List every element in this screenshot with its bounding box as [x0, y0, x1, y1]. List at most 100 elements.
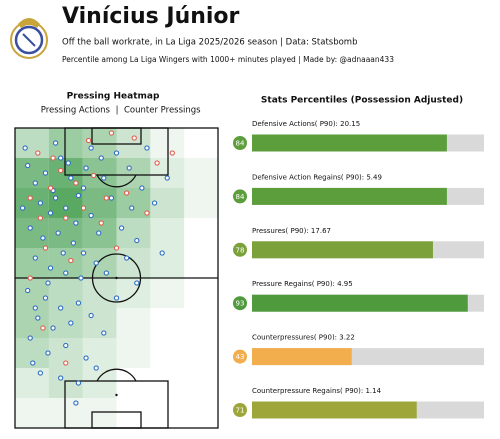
press-point: [30, 360, 36, 366]
legend-entry: Counter Pressings: [124, 106, 201, 116]
heat-cell: [150, 248, 185, 278]
press-point: [35, 150, 41, 156]
heat-cell: [116, 308, 151, 338]
heat-cell: [184, 188, 218, 218]
heat-cell: [116, 338, 151, 368]
press-point: [124, 255, 130, 261]
press-point: [45, 280, 51, 286]
heat-cell: [184, 368, 218, 398]
press-point: [96, 230, 102, 236]
heat-cell: [82, 398, 117, 428]
press-point: [85, 137, 92, 144]
bar: [252, 401, 417, 419]
press-point: [91, 172, 97, 179]
press-point: [118, 225, 125, 231]
press-point: [83, 355, 89, 361]
heat-cell: [82, 368, 117, 398]
bar: [252, 134, 447, 152]
press-point: [40, 235, 46, 241]
club-crest: [10, 18, 48, 59]
heat-cell: [116, 158, 151, 188]
press-point: [151, 200, 158, 206]
press-point: [73, 180, 79, 186]
heat-cell: [116, 278, 151, 308]
badge-value: 84: [236, 140, 245, 148]
heat-cell: [116, 218, 151, 248]
heat-cell: [82, 308, 117, 338]
heat-cell: [48, 308, 83, 338]
heatmap-title: Pressing Heatmap: [67, 92, 160, 102]
badge: [233, 403, 247, 417]
heat-cell: [150, 368, 184, 398]
heat-cell: [184, 248, 218, 278]
badge-value: 43: [236, 353, 245, 361]
legend-separator: |: [116, 106, 119, 116]
bar: [252, 348, 352, 366]
press-point: [113, 150, 120, 156]
badge: [233, 242, 247, 257]
heat-cell: [15, 188, 49, 218]
press-point: [129, 205, 135, 211]
heat-cell: [184, 398, 218, 428]
press-point: [108, 130, 115, 136]
press-point: [27, 335, 33, 341]
press-point: [52, 140, 59, 146]
heat-cell: [117, 398, 151, 428]
press-point: [80, 205, 87, 211]
heat-cell: [48, 188, 83, 218]
press-point: [63, 360, 69, 366]
press-point: [50, 325, 56, 331]
badge-value: 93: [236, 300, 245, 308]
press-point: [47, 210, 54, 216]
press-point: [58, 167, 64, 174]
press-point: [47, 185, 54, 191]
press-point: [75, 300, 82, 306]
press-point: [25, 287, 31, 294]
press-point: [98, 220, 104, 226]
press-point: [154, 160, 160, 166]
press-point: [45, 350, 51, 356]
heat-cell: [184, 278, 218, 308]
press-point: [68, 257, 74, 264]
badge-value: 78: [236, 246, 245, 254]
press-point: [73, 400, 79, 406]
press-point: [35, 315, 41, 321]
pressing-points: [19, 130, 175, 406]
heat-cell: [150, 218, 185, 248]
press-point: [144, 210, 150, 216]
percentile-bars: Defensive Actions( P90): 20.15 84 Defensiv…: [233, 120, 484, 419]
heat-cell: [15, 368, 49, 398]
press-point: [32, 305, 38, 311]
heat-cell: [15, 308, 49, 338]
press-point: [42, 295, 49, 301]
percentile-title: Stats Percentiles (Possession Adjusted): [261, 96, 463, 106]
heat-cell: [150, 128, 185, 158]
heat-cell: [15, 218, 49, 248]
press-point: [88, 212, 94, 219]
badge: [233, 296, 247, 311]
stat-label: Pressures( P90): 17.67: [252, 227, 331, 235]
press-point: [22, 145, 28, 151]
heat-cell: [150, 338, 184, 368]
heat-cell: [150, 278, 185, 308]
heat-cell: [82, 278, 117, 308]
heat-cell: [184, 338, 218, 368]
press-point: [101, 175, 107, 181]
legend-entry: Pressing Actions: [41, 106, 111, 116]
heat-cell: [82, 158, 117, 188]
press-point: [73, 220, 79, 226]
press-point: [80, 250, 87, 256]
bar: [252, 187, 447, 205]
press-point: [88, 145, 94, 151]
press-point: [63, 205, 69, 211]
press-point: [63, 342, 69, 349]
press-point: [108, 195, 115, 201]
press-point: [113, 295, 120, 301]
press-point: [83, 165, 89, 171]
press-point: [55, 230, 61, 236]
press-point: [103, 270, 109, 276]
badge: [233, 136, 247, 150]
press-point: [98, 155, 104, 161]
press-point: [32, 255, 38, 261]
press-point: [139, 185, 145, 191]
